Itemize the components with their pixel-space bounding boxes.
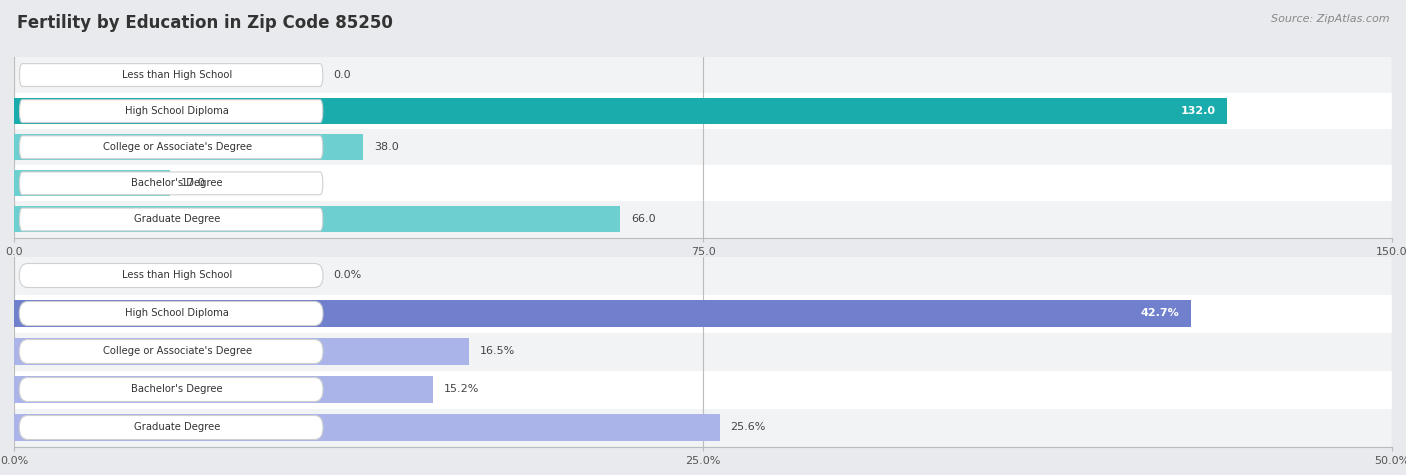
Bar (14, 201, 1392, 238)
Bar (14, 294, 1392, 332)
FancyBboxPatch shape (20, 172, 323, 195)
Bar (14, 300, 1191, 327)
Text: 16.5%: 16.5% (479, 346, 515, 357)
Text: 42.7%: 42.7% (1142, 308, 1180, 319)
Text: 38.0: 38.0 (374, 142, 399, 152)
Text: Source: ZipAtlas.com: Source: ZipAtlas.com (1271, 14, 1389, 24)
Text: 0.0%: 0.0% (333, 270, 361, 281)
Bar (14, 134, 363, 160)
Text: High School Diploma: High School Diploma (125, 106, 229, 116)
Bar (14, 129, 1392, 165)
Text: 25.6%: 25.6% (731, 422, 766, 433)
Bar (14, 165, 1392, 201)
Text: Graduate Degree: Graduate Degree (134, 422, 221, 433)
Text: 0.0: 0.0 (333, 70, 352, 80)
Text: Less than High School: Less than High School (122, 270, 232, 281)
FancyBboxPatch shape (20, 100, 323, 123)
Bar (14, 171, 170, 196)
Bar (14, 98, 1226, 124)
Text: College or Associate's Degree: College or Associate's Degree (103, 142, 252, 152)
Bar (14, 408, 1392, 446)
Text: Less than High School: Less than High School (122, 70, 232, 80)
Text: College or Associate's Degree: College or Associate's Degree (103, 346, 252, 357)
Text: Fertility by Education in Zip Code 85250: Fertility by Education in Zip Code 85250 (17, 14, 392, 32)
Text: 132.0: 132.0 (1181, 106, 1216, 116)
FancyBboxPatch shape (20, 416, 323, 439)
Text: High School Diploma: High School Diploma (125, 308, 229, 319)
FancyBboxPatch shape (20, 64, 323, 86)
FancyBboxPatch shape (20, 378, 323, 401)
FancyBboxPatch shape (20, 340, 323, 363)
Bar (14, 256, 1392, 294)
Text: 17.0: 17.0 (181, 178, 207, 189)
Text: 15.2%: 15.2% (444, 384, 479, 395)
FancyBboxPatch shape (20, 302, 323, 325)
Bar (14, 207, 620, 232)
Bar (14, 370, 1392, 408)
FancyBboxPatch shape (20, 208, 323, 231)
Text: Bachelor's Degree: Bachelor's Degree (131, 178, 224, 189)
Bar (14, 57, 1392, 93)
FancyBboxPatch shape (20, 136, 323, 159)
Bar (14, 376, 433, 403)
Bar (14, 332, 1392, 371)
Text: Graduate Degree: Graduate Degree (134, 214, 221, 225)
Bar (14, 93, 1392, 129)
FancyBboxPatch shape (20, 264, 323, 287)
Text: 66.0: 66.0 (631, 214, 657, 225)
Bar (14, 338, 468, 365)
Bar (14, 414, 720, 441)
Text: Bachelor's Degree: Bachelor's Degree (131, 384, 224, 395)
